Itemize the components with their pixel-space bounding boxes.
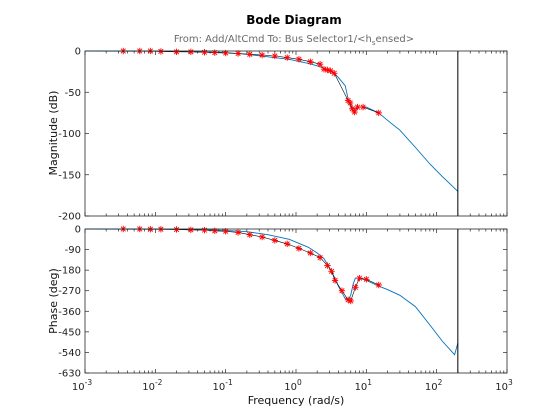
phase-data-marker (295, 245, 303, 252)
magnitude-data-marker (354, 103, 361, 111)
phase-data-marker (338, 287, 346, 294)
magnitude-data-marker (246, 51, 253, 58)
magnitude-data-marker (331, 70, 338, 77)
magnitude-panel: 0 -50 -100 -150 -200 (58, 47, 508, 223)
magnitude-data-marker (349, 105, 356, 112)
phase-data-marker (246, 231, 253, 238)
magnitude-data-marker (258, 51, 266, 59)
phase-y-tick-label: -270 (58, 286, 81, 297)
phase-data-marker (201, 226, 208, 234)
x-axis-label: Frequency (rad/s) (248, 394, 345, 407)
magnitude-data-marker (222, 49, 229, 57)
magnitude-data-marker (316, 61, 324, 68)
phase-data-marker (316, 254, 324, 261)
magnitude-data-marker (359, 103, 367, 111)
x-tick-label: 101 (355, 378, 373, 393)
phase-data-marker (234, 229, 242, 236)
phase-data-marker (187, 226, 195, 234)
phase-axes-frame (84, 228, 508, 374)
magnitude-y-tick-label: -100 (58, 129, 81, 140)
phase-y-axis-label: Phase (deg) (47, 268, 60, 334)
phase-y-tick-label: 0 (75, 225, 81, 236)
magnitude-data-marker (295, 56, 303, 63)
magnitude-data-marker (307, 58, 314, 65)
magnitude-axes-background (85, 51, 507, 216)
phase-data-marker (352, 284, 359, 291)
magnitude-data-marker (201, 49, 208, 56)
magnitude-data-marker (327, 67, 334, 74)
phase-y-tick-label: -540 (58, 348, 81, 359)
phase-data-marker (328, 268, 335, 275)
magnitude-marker-connector (123, 50, 379, 114)
x-tick-label: 10-3 (72, 378, 92, 393)
magnitude-axes-frame (84, 50, 508, 217)
phase-data-marker (363, 276, 370, 283)
x-tick-label: 10-1 (213, 378, 233, 393)
subtitle-prefix: From: Add/AltCmd To: Bus Selector1/<h (174, 34, 372, 45)
magnitude-data-marker (211, 49, 218, 56)
phase-y-tick-label: -630 (58, 369, 81, 380)
phase-y-tick-label: -450 (58, 327, 81, 338)
x-tick-label: 10-2 (142, 378, 162, 393)
magnitude-data-marker (173, 48, 180, 56)
phase-y-tick-label: -90 (65, 245, 81, 256)
phase-data-marker (324, 262, 331, 269)
phase-y-tick-label: -360 (58, 307, 81, 318)
magnitude-y-tick-label: 0 (75, 47, 81, 58)
x-tick-label: 102 (425, 378, 443, 393)
phase-data-marker (284, 240, 291, 248)
phase-data-marker (375, 281, 382, 289)
subtitle-subscript: s (372, 39, 376, 47)
magnitude-y-axis-label: Magnitude (dB) (47, 91, 60, 176)
x-tick-label: 100 (284, 378, 302, 393)
magnitude-data-marker (271, 52, 279, 60)
phase-response-line (84, 228, 459, 356)
phase-data-marker (173, 226, 180, 233)
magnitude-y-tick-label: -150 (58, 170, 81, 181)
phase-data-marker (211, 227, 218, 235)
x-tick-label: 103 (495, 378, 513, 393)
magnitude-y-tick-label: -200 (58, 212, 81, 223)
magnitude-data-marker (284, 54, 291, 61)
magnitude-data-marker (234, 50, 242, 57)
phase-axes-background (85, 229, 507, 373)
magnitude-data-marker (375, 109, 382, 117)
phase-data-marker (331, 277, 339, 284)
phase-data-marker (356, 274, 363, 282)
magnitude-y-tick-label: -50 (65, 88, 81, 99)
magnitude-data-marker (347, 99, 354, 107)
chart-title: Bode Diagram (246, 13, 342, 27)
phase-y-tick-label: -180 (58, 266, 81, 277)
phase-data-marker (258, 233, 266, 241)
subtitle-suffix: ensed> (376, 34, 415, 45)
magnitude-data-marker (351, 108, 358, 116)
phase-data-marker (347, 297, 354, 305)
magnitude-data-marker (157, 48, 165, 55)
chart-subtitle: From: Add/AltCmd To: Bus Selector1/<hsen… (174, 34, 414, 47)
phase-data-marker (271, 237, 279, 244)
phase-data-marker (307, 249, 314, 257)
magnitude-data-marker (187, 48, 195, 56)
